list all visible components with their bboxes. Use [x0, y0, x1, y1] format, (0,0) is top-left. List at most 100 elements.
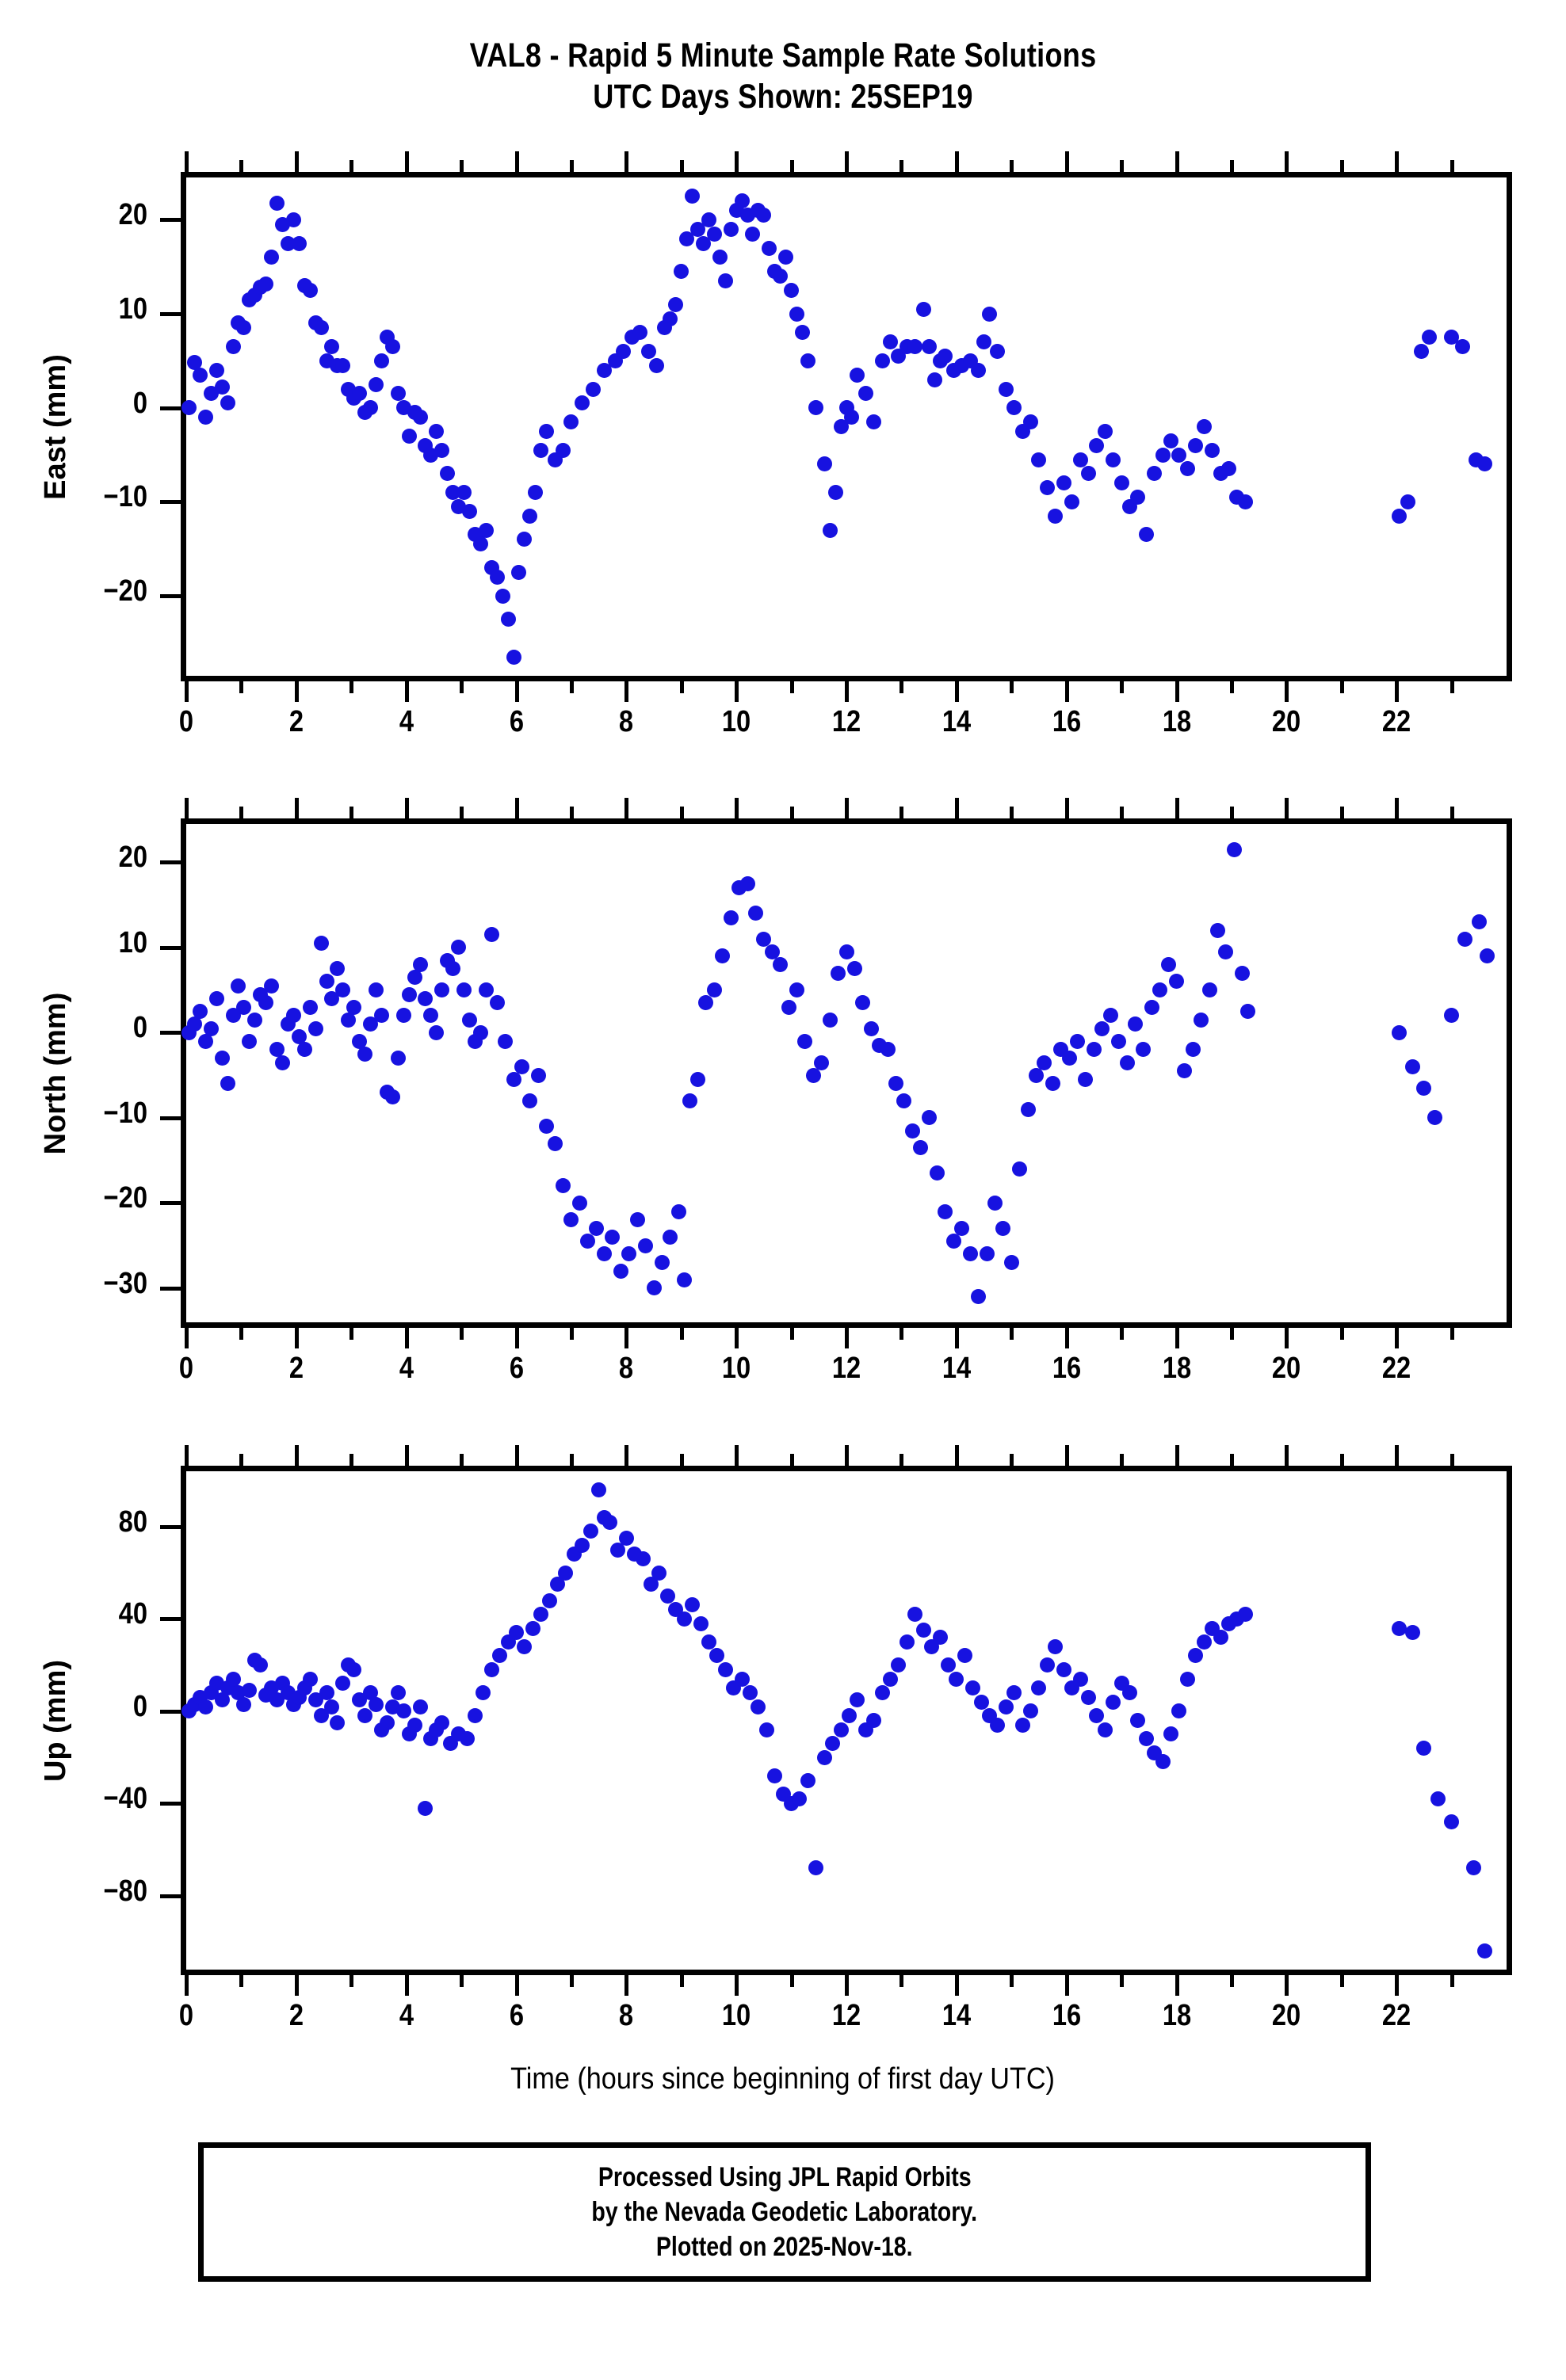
- x-major-tick: [735, 1445, 739, 1466]
- data-point: [533, 1607, 549, 1623]
- footer-line-3: Plotted on 2025-Nov-18.: [656, 2232, 913, 2263]
- x-minor-tick: [460, 1454, 464, 1466]
- data-point: [1392, 1620, 1407, 1636]
- data-point: [1048, 1638, 1064, 1654]
- data-point: [418, 990, 434, 1006]
- y-tick-label: −10: [103, 480, 147, 514]
- data-point: [373, 1008, 389, 1024]
- data-point: [781, 999, 796, 1015]
- data-point: [429, 1024, 445, 1040]
- data-point: [945, 1234, 961, 1249]
- data-point: [789, 306, 805, 322]
- y-major-tick: [160, 1525, 181, 1529]
- x-minor-tick: [790, 1328, 794, 1340]
- data-point: [954, 1221, 970, 1237]
- x-major-tick: [515, 1445, 519, 1466]
- x-minor-tick: [899, 807, 903, 818]
- plot-frame: [181, 172, 1512, 681]
- data-point: [717, 273, 733, 289]
- x-major-tick: [1065, 151, 1069, 172]
- x-minor-tick: [1230, 1454, 1234, 1466]
- data-point: [1444, 1814, 1460, 1830]
- data-point: [971, 1289, 987, 1305]
- data-point: [973, 1694, 989, 1710]
- x-major-tick: [1285, 1445, 1289, 1466]
- data-point: [451, 940, 467, 955]
- data-point: [998, 381, 1014, 397]
- y-major-tick: [160, 1802, 181, 1806]
- data-point: [489, 569, 505, 585]
- x-minor-tick: [790, 807, 794, 818]
- data-point: [591, 1482, 607, 1497]
- data-point: [302, 282, 318, 298]
- data-point: [296, 1042, 312, 1058]
- x-minor-tick: [570, 1454, 574, 1466]
- data-point: [816, 456, 832, 472]
- data-point: [1405, 1058, 1421, 1074]
- data-point: [762, 240, 777, 256]
- data-point: [896, 1093, 912, 1108]
- data-point: [794, 325, 810, 341]
- data-point: [550, 1577, 566, 1592]
- data-point: [302, 1671, 318, 1687]
- x-major-tick: [735, 151, 739, 172]
- data-point: [1106, 452, 1121, 467]
- x-minor-tick: [1450, 681, 1454, 693]
- data-point: [654, 1255, 670, 1271]
- x-minor-tick: [1450, 807, 1454, 818]
- x-minor-tick: [1120, 1454, 1124, 1466]
- x-major-tick: [955, 1445, 959, 1466]
- data-point: [846, 961, 862, 977]
- data-point: [1078, 1072, 1094, 1088]
- data-point: [1094, 1020, 1110, 1036]
- data-point: [1237, 494, 1253, 509]
- data-point: [866, 414, 882, 430]
- x-tick-label: 14: [942, 1352, 972, 1385]
- data-point: [1188, 437, 1204, 453]
- data-point: [186, 355, 202, 371]
- data-point: [915, 301, 931, 317]
- data-point: [324, 339, 340, 355]
- data-point: [1160, 956, 1176, 972]
- data-point: [192, 1004, 208, 1020]
- x-tick-label: 2: [288, 1999, 304, 2032]
- x-major-tick: [1285, 681, 1289, 702]
- data-point: [712, 250, 728, 265]
- data-point: [253, 1657, 269, 1673]
- data-point: [472, 1024, 488, 1040]
- data-point: [663, 311, 678, 326]
- x-tick-label: 0: [178, 705, 194, 738]
- data-point: [440, 466, 456, 482]
- data-point: [192, 367, 208, 383]
- data-point: [324, 990, 340, 1006]
- data-point: [341, 1012, 357, 1028]
- data-point: [651, 1565, 667, 1581]
- data-point: [1031, 1680, 1047, 1696]
- x-minor-tick: [790, 681, 794, 693]
- x-tick-label: 10: [721, 1999, 751, 2032]
- data-point: [717, 1661, 733, 1677]
- data-point: [539, 423, 555, 439]
- data-point: [1392, 1024, 1407, 1040]
- data-point: [357, 1046, 373, 1062]
- data-point: [236, 320, 252, 336]
- data-point: [467, 1708, 483, 1724]
- data-point: [1039, 480, 1055, 496]
- data-point: [236, 999, 252, 1015]
- x-major-tick: [1285, 151, 1289, 172]
- data-point: [1056, 475, 1071, 491]
- x-major-tick: [295, 1328, 299, 1348]
- data-point: [539, 1119, 555, 1135]
- data-point: [1213, 1630, 1228, 1646]
- data-point: [214, 380, 230, 395]
- x-major-tick: [955, 151, 959, 172]
- x-minor-tick: [1340, 807, 1344, 818]
- data-point: [1177, 1063, 1193, 1079]
- data-point: [621, 1246, 637, 1262]
- data-point: [949, 1671, 964, 1687]
- data-point: [1237, 1607, 1253, 1623]
- data-point: [1163, 1726, 1179, 1742]
- x-major-tick: [1065, 1328, 1069, 1348]
- y-tick-label: −10: [103, 1096, 147, 1130]
- x-minor-tick: [349, 681, 353, 693]
